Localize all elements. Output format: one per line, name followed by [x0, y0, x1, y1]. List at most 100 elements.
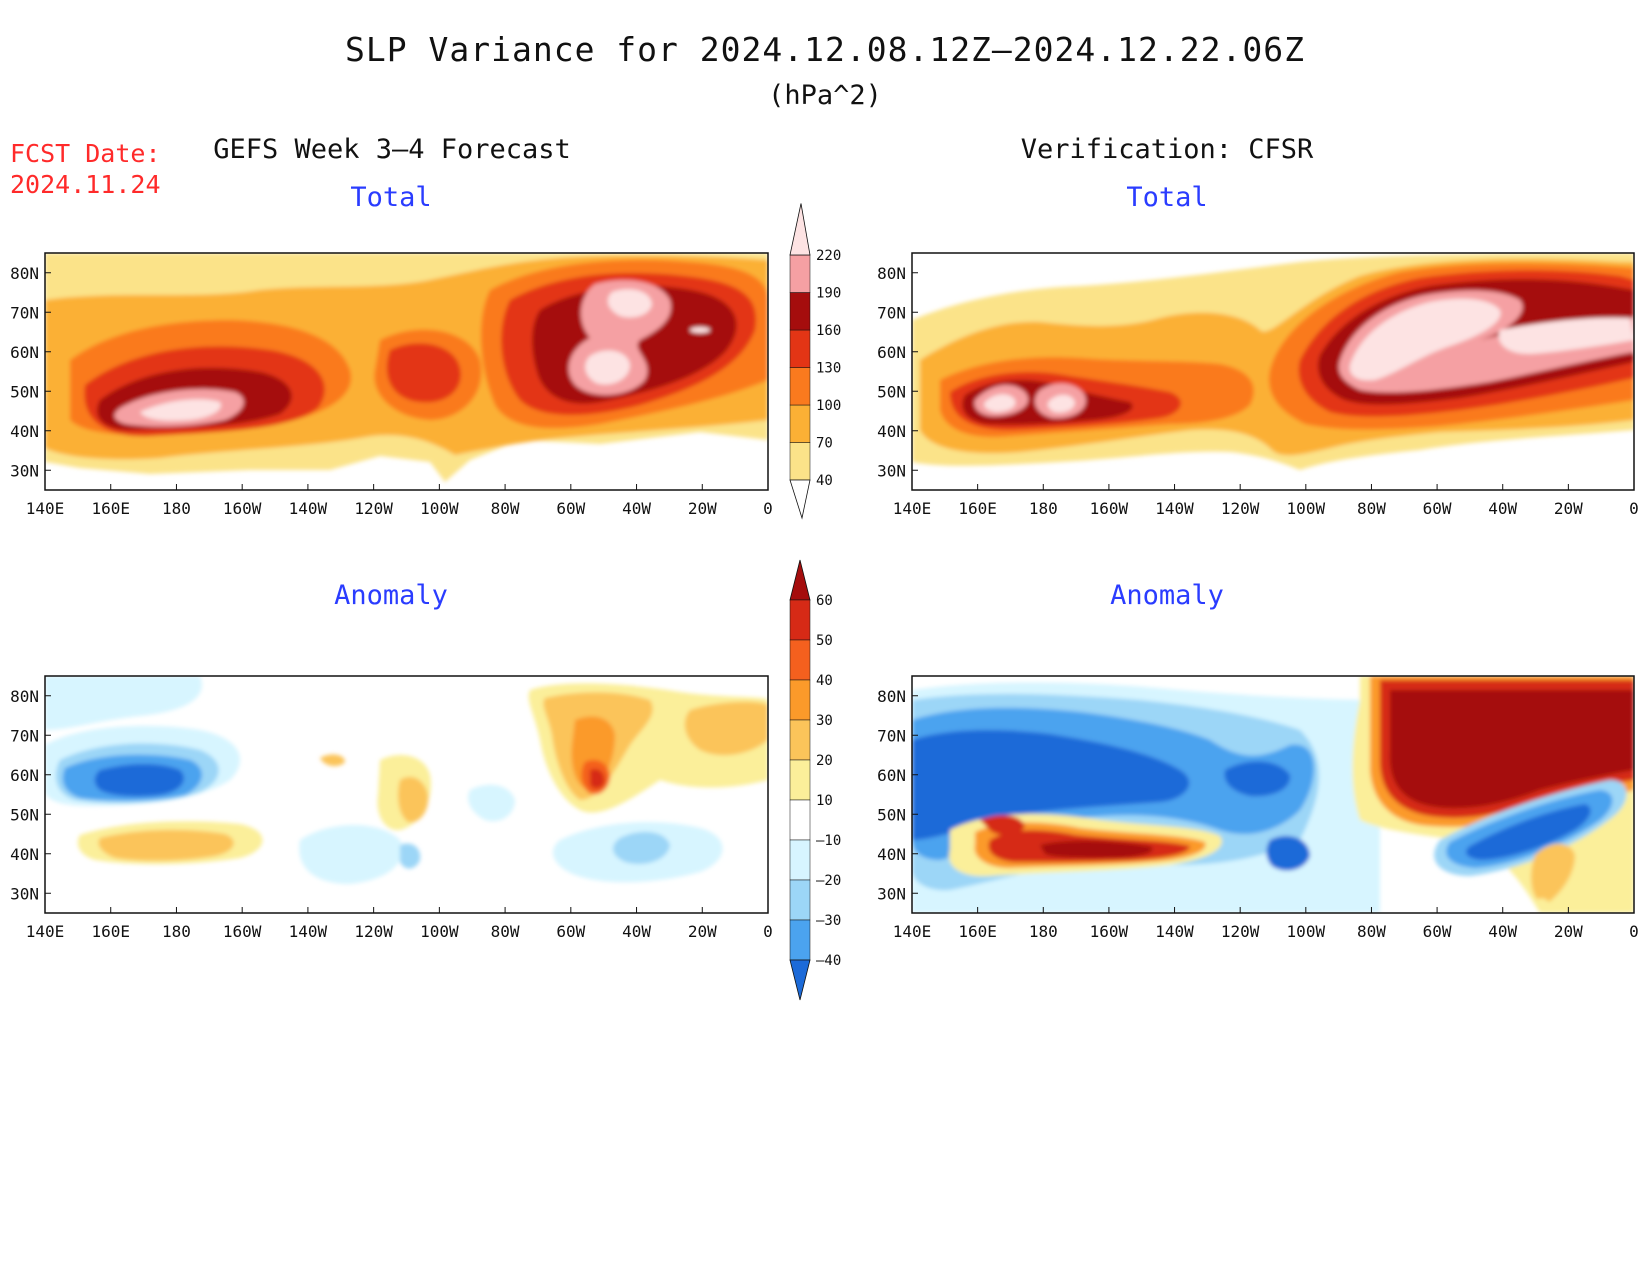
colorbar-swatch — [789, 879, 811, 921]
lon-tick-label: 160E — [91, 922, 130, 941]
lon-tick-label: 140E — [26, 922, 65, 941]
colorbar-swatch — [789, 599, 811, 641]
lon-tick-label: 40W — [1488, 499, 1517, 518]
lat-tick-label: 70N — [10, 726, 39, 745]
colorbar-total-label: 40 — [816, 473, 833, 489]
colorbar-total-label: 220 — [816, 248, 841, 264]
map-forecast-anomaly — [45, 676, 768, 913]
colorbar-anomaly-label: 30 — [816, 713, 833, 729]
colorbar-swatch — [789, 442, 811, 481]
lon-tick-label: 180 — [1029, 922, 1058, 941]
colorbar-swatch — [789, 839, 811, 881]
colorbar-swatch — [789, 799, 811, 841]
panel-subtitle-cfsr-anomaly: Anomaly — [1110, 580, 1224, 611]
lat-tick-label: 80N — [10, 687, 39, 706]
lat-tick-label: 80N — [877, 687, 906, 706]
axes-cfsr-anomaly: 140E 160E 180 160W 140W 120W 100W 80W 60W 40W 20W 0… — [877, 687, 1639, 941]
column-header-verification: Verification: CFSR — [1020, 134, 1314, 165]
lat-tick-label: 50N — [877, 805, 906, 824]
colorbar-total: 40 70 100 130 160 190 220 — [789, 203, 841, 520]
lon-tick-label: 80W — [491, 499, 520, 518]
colorbar-swatch — [789, 329, 811, 368]
lon-tick-label: 60W — [1423, 922, 1452, 941]
colorbar-swatch — [789, 759, 811, 801]
colorbar-swatch — [789, 959, 811, 1001]
lon-tick-label: 160W — [223, 499, 262, 518]
lon-tick-label: 160E — [91, 499, 130, 518]
lon-tick-label: 140E — [893, 499, 932, 518]
axes-forecast-total: 140E 160E 180 160W 140W 120W 100W 80W 60W 40W 20W 0… — [10, 264, 773, 518]
lon-tick-label: 0 — [763, 922, 773, 941]
lon-tick-label: 0 — [1629, 499, 1639, 518]
lon-tick-label: 120W — [354, 922, 393, 941]
colorbar-swatch — [789, 203, 811, 256]
colorbar-swatch — [789, 254, 811, 293]
lon-tick-label: 180 — [162, 499, 191, 518]
axes-cfsr-total: 140E 160E 180 160W 140W 120W 100W 80W 60W 40W 20W 0… — [877, 264, 1639, 518]
colorbar-swatch — [789, 559, 811, 601]
lon-tick-label: 160W — [223, 922, 262, 941]
colorbar-anomaly: 60 50 40 30 20 10 –10 –20 –30 –40 — [789, 559, 841, 1001]
colorbar-swatch — [789, 919, 811, 961]
frame-cfsr-anomaly — [911, 675, 1635, 914]
lat-tick-label: 50N — [10, 805, 39, 824]
colorbar-total-label: 130 — [816, 361, 841, 377]
lon-tick-label: 60W — [556, 922, 585, 941]
lon-tick-label: 140W — [1155, 499, 1194, 518]
forecast-date-label: FCST Date: — [10, 139, 161, 168]
lat-tick-label: 70N — [877, 726, 906, 745]
lon-tick-label: 100W — [420, 499, 459, 518]
lon-tick-label: 160W — [1090, 499, 1129, 518]
colorbar-total-label: 160 — [816, 323, 841, 339]
lon-tick-label: 100W — [420, 922, 459, 941]
frame-forecast-anomaly — [44, 675, 769, 914]
chart-title: SLP Variance for 2024.12.08.12Z–2024.12.… — [345, 30, 1305, 69]
lon-tick-label: 160E — [958, 499, 997, 518]
colorbar-total-label: 190 — [816, 286, 841, 302]
lon-tick-label: 140W — [1155, 922, 1194, 941]
frame-cfsr-total — [911, 252, 1635, 491]
map-cfsr-total — [912, 253, 1634, 490]
lat-tick-label: 60N — [877, 766, 906, 785]
colorbar-anomaly-label: –20 — [816, 873, 841, 889]
lon-tick-label: 100W — [1287, 922, 1326, 941]
colorbar-swatch — [789, 639, 811, 681]
lon-tick-label: 140E — [26, 499, 65, 518]
lon-tick-label: 140E — [893, 922, 932, 941]
colorbar-total-label: 100 — [816, 398, 841, 414]
lon-tick-label: 140W — [289, 922, 328, 941]
lon-tick-label: 20W — [688, 499, 717, 518]
colorbar-swatch — [789, 292, 811, 331]
lat-tick-label: 30N — [877, 461, 906, 480]
colorbar-anomaly-label: –30 — [816, 913, 841, 929]
colorbar-swatch — [789, 719, 811, 761]
lon-tick-label: 120W — [354, 499, 393, 518]
lat-tick-label: 50N — [877, 382, 906, 401]
lon-tick-label: 80W — [491, 922, 520, 941]
lat-tick-label: 40N — [877, 845, 906, 864]
lon-tick-label: 40W — [1488, 922, 1517, 941]
panel-subtitle-forecast-anomaly: Anomaly — [334, 580, 448, 611]
lon-tick-label: 120W — [1221, 922, 1260, 941]
lat-tick-label: 80N — [10, 264, 39, 283]
axes-forecast-anomaly: 140E 160E 180 160W 140W 120W 100W 80W 60W 40W 20W 0… — [10, 687, 773, 941]
units-label: (hPa^2) — [768, 80, 882, 111]
lat-tick-label: 70N — [877, 303, 906, 322]
lon-tick-label: 80W — [1357, 922, 1386, 941]
lon-tick-label: 20W — [688, 922, 717, 941]
lon-tick-label: 20W — [1554, 499, 1583, 518]
colorbar-anomaly-label: 60 — [816, 593, 833, 609]
lon-tick-label: 140W — [289, 499, 328, 518]
column-header-forecast: GEFS Week 3–4 Forecast — [213, 134, 571, 165]
panel-subtitle-cfsr-total: Total — [1126, 182, 1208, 213]
lon-tick-label: 120W — [1221, 499, 1260, 518]
lat-tick-label: 30N — [10, 884, 39, 903]
lat-tick-label: 30N — [877, 884, 906, 903]
lon-tick-label: 80W — [1357, 499, 1386, 518]
colorbar-anomaly-label: –40 — [816, 953, 841, 969]
lon-tick-label: 180 — [1029, 499, 1058, 518]
colorbar-swatch — [789, 367, 811, 406]
lon-tick-label: 40W — [622, 922, 651, 941]
colorbar-swatch — [789, 404, 811, 443]
colorbar-total-label: 70 — [816, 436, 833, 452]
